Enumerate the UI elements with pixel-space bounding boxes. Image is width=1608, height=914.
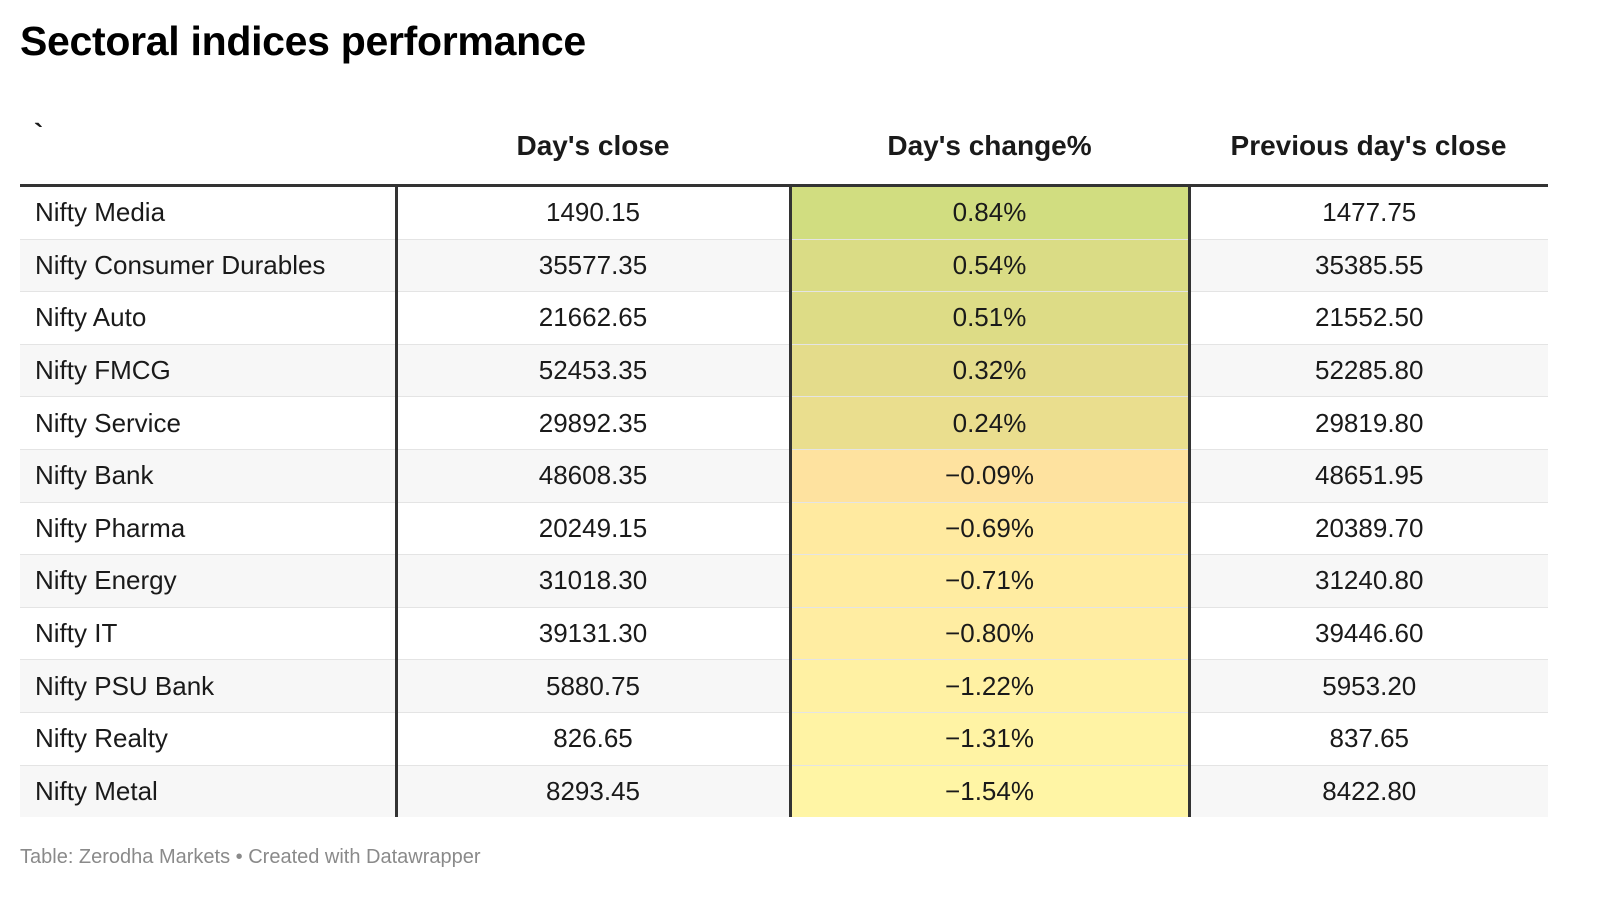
cell-days-change: −1.31% xyxy=(790,712,1191,766)
table-row: Nifty Metal 8293.45 −1.54% 8422.80 xyxy=(20,765,1548,818)
cell-days-close: 5880.75 xyxy=(396,659,792,713)
cell-days-change: −1.22% xyxy=(790,659,1191,713)
cell-index-name: Nifty Energy xyxy=(20,554,398,608)
cell-previous-close: 31240.80 xyxy=(1189,554,1548,608)
cell-days-close: 8293.45 xyxy=(396,765,792,818)
cell-previous-close: 39446.60 xyxy=(1189,607,1548,661)
cell-days-close: 1490.15 xyxy=(396,185,792,240)
table-row: Nifty Energy 31018.30 −0.71% 31240.80 xyxy=(20,554,1548,608)
cell-previous-close: 21552.50 xyxy=(1189,291,1548,345)
column-header-days-change[interactable]: Day's change% xyxy=(790,108,1189,187)
cell-days-close: 35577.35 xyxy=(396,239,792,293)
cell-previous-close: 29819.80 xyxy=(1189,396,1548,450)
cell-index-name: Nifty Realty xyxy=(20,712,398,766)
cell-previous-close: 837.65 xyxy=(1189,712,1548,766)
cell-days-change: −0.09% xyxy=(790,449,1191,503)
cell-previous-close: 48651.95 xyxy=(1189,449,1548,503)
cell-index-name: Nifty PSU Bank xyxy=(20,659,398,713)
column-header-days-close[interactable]: Day's close xyxy=(396,108,790,187)
cell-days-change: −1.54% xyxy=(790,765,1191,818)
source-footer: Table: Zerodha Markets • Created with Da… xyxy=(20,846,481,868)
cell-index-name: Nifty FMCG xyxy=(20,344,398,398)
sectoral-indices-table: ` Day's close Day's change% Previous day… xyxy=(20,108,1548,818)
cell-days-change: 0.24% xyxy=(790,396,1191,450)
cell-days-close: 29892.35 xyxy=(396,396,792,450)
table-row: Nifty FMCG 52453.35 0.32% 52285.80 xyxy=(20,344,1548,398)
cell-days-change: −0.71% xyxy=(790,554,1191,608)
table-header-row: ` Day's close Day's change% Previous day… xyxy=(20,108,1548,187)
cell-days-close: 31018.30 xyxy=(396,554,792,608)
cell-previous-close: 35385.55 xyxy=(1189,239,1548,293)
cell-days-change: 0.84% xyxy=(790,185,1191,240)
cell-days-change: 0.32% xyxy=(790,344,1191,398)
table-row: Nifty Realty 826.65 −1.31% 837.65 xyxy=(20,712,1548,766)
cell-days-close: 39131.30 xyxy=(396,607,792,661)
cell-index-name: Nifty Bank xyxy=(20,449,398,503)
cell-previous-close: 1477.75 xyxy=(1189,185,1548,240)
column-header-index[interactable]: ` xyxy=(20,108,396,187)
cell-previous-close: 8422.80 xyxy=(1189,765,1548,818)
table-row: Nifty Consumer Durables 35577.35 0.54% 3538… xyxy=(20,239,1548,293)
cell-index-name: Nifty Media xyxy=(20,185,398,240)
table-row: Nifty PSU Bank 5880.75 −1.22% 5953.20 xyxy=(20,659,1548,713)
cell-days-close: 21662.65 xyxy=(396,291,792,345)
table-row: Nifty Auto 21662.65 0.51% 21552.50 xyxy=(20,291,1548,345)
cell-days-change: 0.51% xyxy=(790,291,1191,345)
table-row: Nifty Pharma 20249.15 −0.69% 20389.70 xyxy=(20,502,1548,556)
table-row: Nifty Service 29892.35 0.24% 29819.80 xyxy=(20,396,1548,450)
cell-previous-close: 52285.80 xyxy=(1189,344,1548,398)
table-row: Nifty IT 39131.30 −0.80% 39446.60 xyxy=(20,607,1548,661)
cell-index-name: Nifty IT xyxy=(20,607,398,661)
table-row: Nifty Bank 48608.35 −0.09% 48651.95 xyxy=(20,449,1548,503)
cell-days-close: 52453.35 xyxy=(396,344,792,398)
table-row: Nifty Media 1490.15 0.84% 1477.75 xyxy=(20,185,1548,240)
page-title: Sectoral indices performance xyxy=(20,18,586,64)
cell-index-name: Nifty Metal xyxy=(20,765,398,818)
cell-previous-close: 20389.70 xyxy=(1189,502,1548,556)
cell-previous-close: 5953.20 xyxy=(1189,659,1548,713)
cell-index-name: Nifty Auto xyxy=(20,291,398,345)
cell-index-name: Nifty Consumer Durables xyxy=(20,239,398,293)
column-header-previous-close[interactable]: Previous day's close xyxy=(1189,108,1548,187)
cell-days-close: 826.65 xyxy=(396,712,792,766)
table-body: Nifty Media 1490.15 0.84% 1477.75 Nifty Cons… xyxy=(20,185,1548,818)
cell-days-change: −0.69% xyxy=(790,502,1191,556)
cell-index-name: Nifty Pharma xyxy=(20,502,398,556)
cell-days-close: 48608.35 xyxy=(396,449,792,503)
cell-index-name: Nifty Service xyxy=(20,396,398,450)
cell-days-change: −0.80% xyxy=(790,607,1191,661)
cell-days-close: 20249.15 xyxy=(396,502,792,556)
cell-days-change: 0.54% xyxy=(790,239,1191,293)
